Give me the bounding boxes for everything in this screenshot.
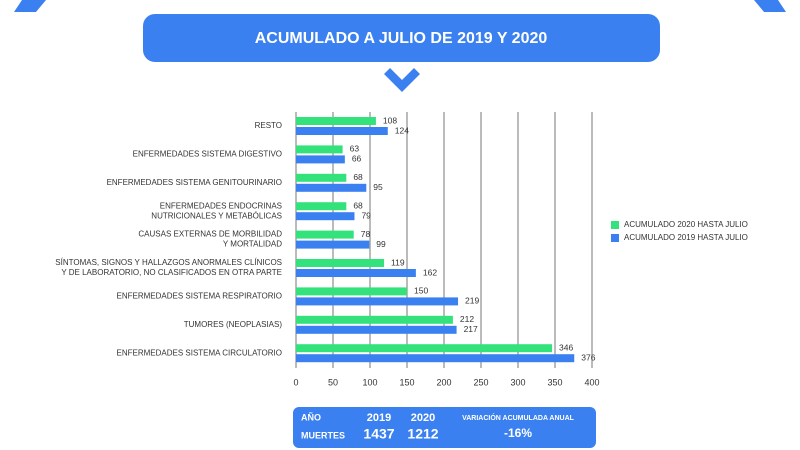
corner-decoration xyxy=(14,0,46,12)
bar xyxy=(296,354,575,363)
value-label: 124 xyxy=(395,125,409,135)
bar xyxy=(296,127,388,135)
value-label: 219 xyxy=(465,296,479,306)
legend-swatch xyxy=(611,234,619,242)
down-arrow xyxy=(384,68,420,92)
summary-header: 2019 xyxy=(367,412,391,424)
summary-table: AÑO 2019 2020 VARIACIÓN ACUMULADA ANUAL … xyxy=(301,412,575,442)
category-label: Y DE LABORATORIO, NO CLASIFICADOS EN OTR… xyxy=(61,268,282,277)
x-tick-label: 150 xyxy=(399,377,414,387)
category-label: ENFERMEDADES SISTEMA RESPIRATORIO xyxy=(116,292,282,301)
x-tick-label: 250 xyxy=(473,377,488,387)
value-label: 346 xyxy=(559,342,573,352)
value-label: 217 xyxy=(464,324,478,334)
bar xyxy=(296,287,407,296)
bar xyxy=(296,240,370,249)
summary-header: VARIACIÓN ACUMULADA ANUAL xyxy=(462,413,575,422)
bar xyxy=(296,297,459,306)
bar xyxy=(296,269,416,277)
category-label: ENFERMEDADES ENDOCRINAS xyxy=(160,201,282,210)
bar xyxy=(296,325,457,334)
x-tick-label: 50 xyxy=(328,377,338,387)
summary-header: AÑO xyxy=(301,412,321,422)
bar xyxy=(296,202,347,211)
value-label: 95 xyxy=(373,182,383,192)
bar xyxy=(296,212,355,221)
x-tick-label: 0 xyxy=(293,377,298,387)
bar xyxy=(296,344,553,353)
bar xyxy=(296,173,347,182)
legend-swatch xyxy=(611,221,619,229)
value-label: 162 xyxy=(423,267,437,277)
category-label: ENFERMEDADES SISTEMA DIGESTIVO xyxy=(133,150,282,159)
summary-header: 2020 xyxy=(411,412,435,424)
value-label: 108 xyxy=(383,115,397,125)
value-label: 99 xyxy=(376,239,386,249)
bar xyxy=(296,315,453,324)
bar xyxy=(296,155,345,164)
x-tick-label: 100 xyxy=(362,377,377,387)
summary-cell: 1437 xyxy=(363,426,394,442)
x-tick-label: 200 xyxy=(436,377,451,387)
category-label: TUMORES (NEOPLASIAS) xyxy=(184,320,283,329)
title-banner xyxy=(143,14,660,62)
legend-label: ACUMULADO 2020 HASTA JULIO xyxy=(624,220,748,229)
value-label: 376 xyxy=(581,352,595,362)
bar xyxy=(296,259,385,267)
category-label: SÍNTOMAS, SIGNOS Y HALLAZGOS ANORMALES C… xyxy=(55,258,282,267)
category-label: CAUSAS EXTERNAS DE MORBILIDAD xyxy=(138,230,282,239)
summary-cell: MUERTES xyxy=(301,430,345,440)
value-label: 63 xyxy=(350,144,360,154)
x-tick-label: 350 xyxy=(547,377,562,387)
category-label: ENFERMEDADES SISTEMA GENITOURINARIO xyxy=(107,178,282,187)
value-label: 119 xyxy=(391,257,405,267)
value-label: 212 xyxy=(460,314,474,324)
summary-cell: 1212 xyxy=(407,426,438,442)
bar xyxy=(296,117,376,125)
value-label: 68 xyxy=(353,200,363,210)
value-label: 79 xyxy=(361,210,371,220)
legend-label: ACUMULADO 2019 HASTA JULIO xyxy=(624,233,748,242)
x-tick-label: 400 xyxy=(584,377,599,387)
category-label: NUTRICIONALES Y METABÓLICAS xyxy=(151,211,282,220)
value-label: 66 xyxy=(352,154,362,164)
category-label: ENFERMEDADES SISTEMA CIRCULATORIO xyxy=(116,348,282,357)
corner-decoration xyxy=(754,0,786,12)
category-label: RESTO xyxy=(255,121,282,130)
bar xyxy=(296,183,367,192)
summary-cell: -16% xyxy=(504,426,532,440)
summary-box xyxy=(293,407,596,448)
category-label: Y MORTALIDAD xyxy=(223,240,282,249)
x-tick-label: 300 xyxy=(510,377,525,387)
bar xyxy=(296,145,343,154)
bar xyxy=(296,230,354,239)
value-label: 68 xyxy=(353,172,363,182)
chart-title: ACUMULADO A JULIO DE 2019 Y 2020 xyxy=(255,30,548,47)
value-label: 150 xyxy=(414,286,428,296)
value-label: 78 xyxy=(361,229,371,239)
